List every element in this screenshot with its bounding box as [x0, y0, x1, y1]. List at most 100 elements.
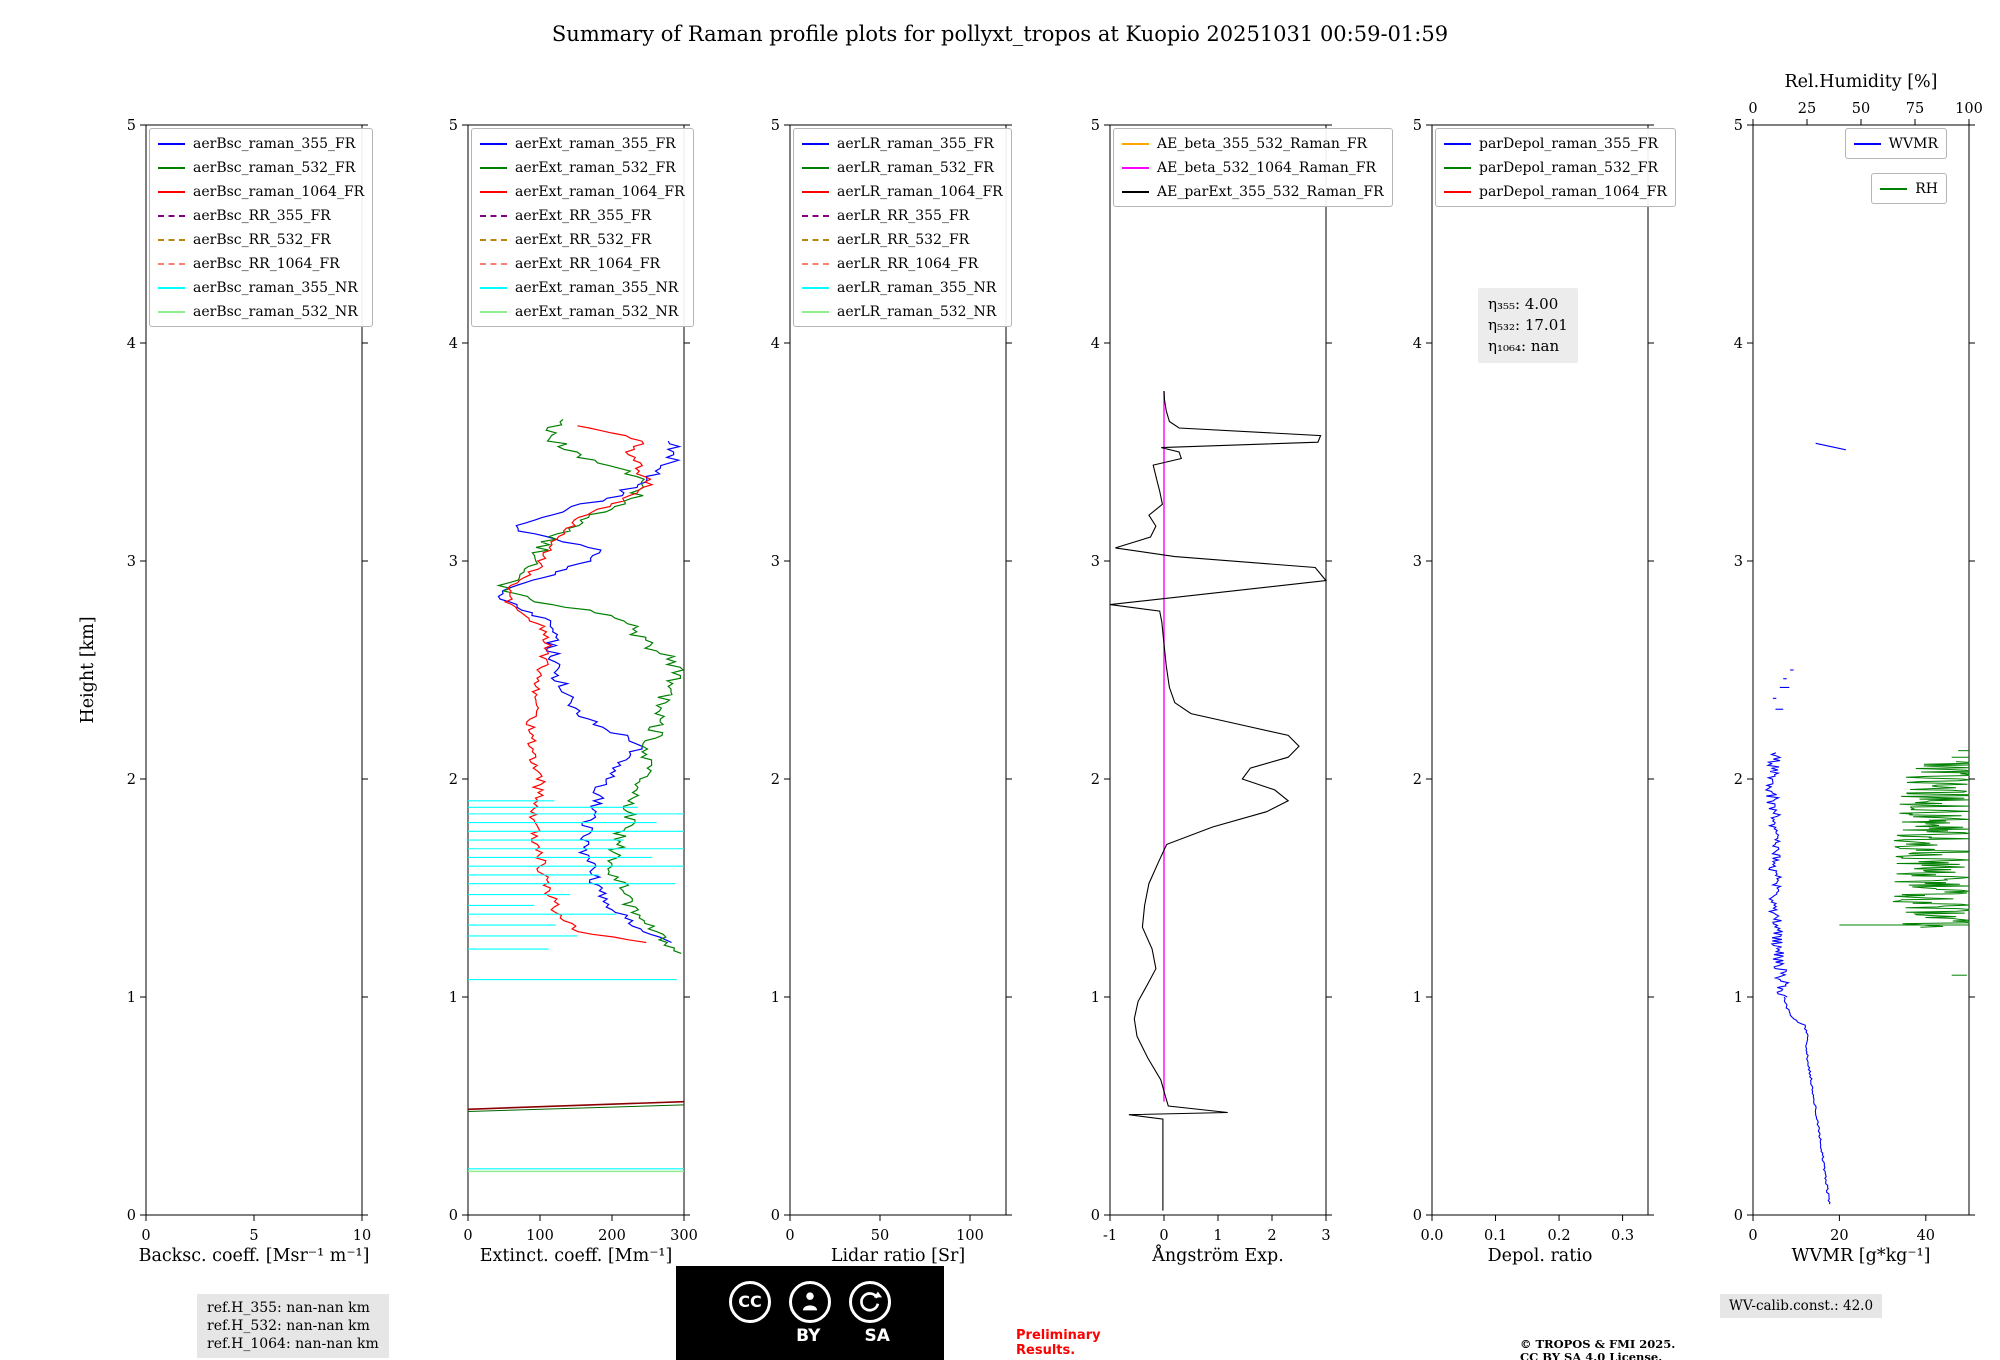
x-tick-label: 20 [1830, 1228, 1848, 1244]
legend-line-swatch [802, 286, 829, 289]
panel-angstrom: AE_beta_355_532_Raman_FR AE_beta_532_1064… [1110, 125, 1393, 1215]
panel-depol: parDepol_raman_355_FR parDepol_raman_532_… [1432, 125, 1676, 1215]
x-tick-label: 0.3 [1611, 1228, 1634, 1244]
legend-label: aerLR_raman_355_FR [837, 135, 994, 152]
legend-label: parDepol_raman_1064_FR [1479, 183, 1667, 200]
x-axis-label-wvmr: WVMR [g*kg⁻¹] [1791, 1246, 1931, 1266]
y-tick-label: 2 [1091, 772, 1100, 788]
legend-line-swatch [158, 142, 185, 145]
x-tick-label: 3 [1321, 1228, 1330, 1244]
cc-badge-labels: BY SA [796, 1326, 890, 1346]
cc-by-person-icon [789, 1280, 831, 1323]
copyright-line-1: © TROPOS & FMI 2025. [1520, 1337, 1676, 1351]
y-tick-label: 1 [449, 990, 458, 1006]
legend-item: aerLR_raman_355_NR [802, 277, 1003, 298]
y-tick-label: 4 [1091, 336, 1100, 352]
series-WVMR_cloud_line [1815, 442, 1847, 451]
x-tick-label: 0 [1159, 1228, 1168, 1244]
top-tick-label: 100 [1955, 101, 1983, 117]
legend-item: aerLR_raman_355_FR [802, 133, 1003, 154]
x-tick-label: 0.0 [1420, 1228, 1443, 1244]
x-tick-label: 50 [871, 1228, 889, 1244]
y-tick-label: 5 [1413, 118, 1422, 134]
series-RH [1892, 761, 1971, 928]
series-AE_parExt_355_532_Raman_FR [1109, 390, 1328, 1211]
legend-label: aerExt_raman_532_NR [515, 303, 679, 320]
legend-item: aerLR_raman_532_NR [802, 301, 1003, 322]
y-tick-label: 3 [1091, 554, 1100, 570]
legend-label: aerExt_raman_532_FR [515, 159, 676, 176]
y-tick-label: 0 [771, 1208, 780, 1224]
legend-line-swatch [158, 262, 185, 265]
legend-line-swatch [480, 286, 507, 289]
copyright-line-2: CC BY SA 4.0 License. [1520, 1350, 1663, 1360]
legend-label: aerLR_raman_355_NR [837, 279, 997, 296]
copyright-note: © TROPOS & FMI 2025. CC BY SA 4.0 Licens… [1520, 1338, 1675, 1360]
cc-sa-arrow-icon [849, 1280, 891, 1323]
legend: parDepol_raman_355_FR parDepol_raman_532_… [1435, 128, 1676, 207]
legend-line-swatch [1444, 166, 1471, 169]
series-aerExt_raman_532_FR [496, 418, 685, 954]
x-axis-label-backscatter: Backsc. coeff. [Msr⁻¹ m⁻¹] [138, 1246, 370, 1266]
legend-item: parDepol_raman_355_FR [1444, 133, 1667, 154]
legend-item: AE_parExt_355_532_Raman_FR [1122, 181, 1384, 202]
y-tick-label: 3 [1734, 554, 1743, 570]
y-tick-label: 0 [1734, 1208, 1743, 1224]
legend-item: aerExt_RR_355_FR [480, 205, 685, 226]
series-aerExt_raman_355_FR [497, 440, 682, 944]
cc-icon-row: CC [729, 1280, 891, 1323]
legend-line-swatch [158, 238, 185, 241]
y-tick-label: 5 [1091, 118, 1100, 134]
legend-item: aerBsc_raman_532_NR [158, 301, 364, 322]
y-tick-label: 2 [1413, 772, 1422, 788]
x-tick-label: 300 [670, 1228, 698, 1244]
legend-item: aerExt_raman_355_FR [480, 133, 685, 154]
x-tick-label: 0 [785, 1228, 794, 1244]
x-tick-label: 10 [353, 1228, 371, 1244]
legend-label: aerBsc_RR_355_FR [193, 207, 331, 224]
x-axis-label-angstrom: Ångström Exp. [1152, 1246, 1284, 1266]
legend-label: aerBsc_RR_1064_FR [193, 255, 340, 272]
legend-item: aerBsc_RR_355_FR [158, 205, 364, 226]
legend-label: aerLR_raman_532_NR [837, 303, 997, 320]
legend-label: aerLR_RR_1064_FR [837, 255, 979, 272]
cc-license-badge: CC BY SA [676, 1266, 944, 1360]
x-tick-label: 40 [1917, 1228, 1935, 1244]
y-tick-label: 5 [449, 118, 458, 134]
legend-line-swatch [1880, 187, 1908, 190]
legend-item: RH [1880, 178, 1938, 199]
legend-line-swatch [802, 166, 829, 169]
legend-item: aerBsc_raman_532_FR [158, 157, 364, 178]
x-tick-label: 2 [1267, 1228, 1276, 1244]
top-tick-label: 25 [1798, 101, 1816, 117]
y-tick-label: 4 [1413, 336, 1422, 352]
x-tick-label: 0 [1748, 1228, 1757, 1244]
x-tick-label: 1 [1213, 1228, 1222, 1244]
legend-label: parDepol_raman_355_FR [1479, 135, 1659, 152]
y-tick-label: 0 [449, 1208, 458, 1224]
y-tick-label: 2 [771, 772, 780, 788]
legend-label: aerBsc_raman_1064_FR [193, 183, 365, 200]
top-tick-label: 75 [1906, 101, 1924, 117]
panel-wvmr: WVMR RH [1753, 125, 1969, 1215]
y-tick-label: 3 [1413, 554, 1422, 570]
preliminary-line-1: Preliminary [1016, 1328, 1101, 1343]
preliminary-results-note: Preliminary Results. [1016, 1328, 1101, 1358]
legend-item: AE_beta_532_1064_Raman_FR [1122, 157, 1384, 178]
legend-line-swatch [480, 190, 507, 193]
legend-item: aerLR_raman_532_FR [802, 157, 1003, 178]
backscatter-plot: 0 1 2 3 4 5 0 5 10 [127, 118, 371, 1244]
y-tick-label: 1 [771, 990, 780, 1006]
legend: AE_beta_355_532_Raman_FR AE_beta_532_1064… [1113, 128, 1393, 207]
eta-annotation: η₃₅₅: 4.00 η₅₃₂: 17.01 η₁₀₆₄: nan [1478, 288, 1578, 363]
x-tick-label: 200 [598, 1228, 626, 1244]
ref-h-355: ref.H_355: nan-nan km [207, 1300, 370, 1316]
legend-item: WVMR [1853, 133, 1938, 154]
legend-line-swatch [1444, 190, 1471, 193]
series-aerExt_raman_1064_FR [503, 425, 654, 944]
y-tick-label: 1 [1091, 990, 1100, 1006]
legend-label: aerLR_raman_1064_FR [837, 183, 1003, 200]
y-tick-label: 2 [1734, 772, 1743, 788]
